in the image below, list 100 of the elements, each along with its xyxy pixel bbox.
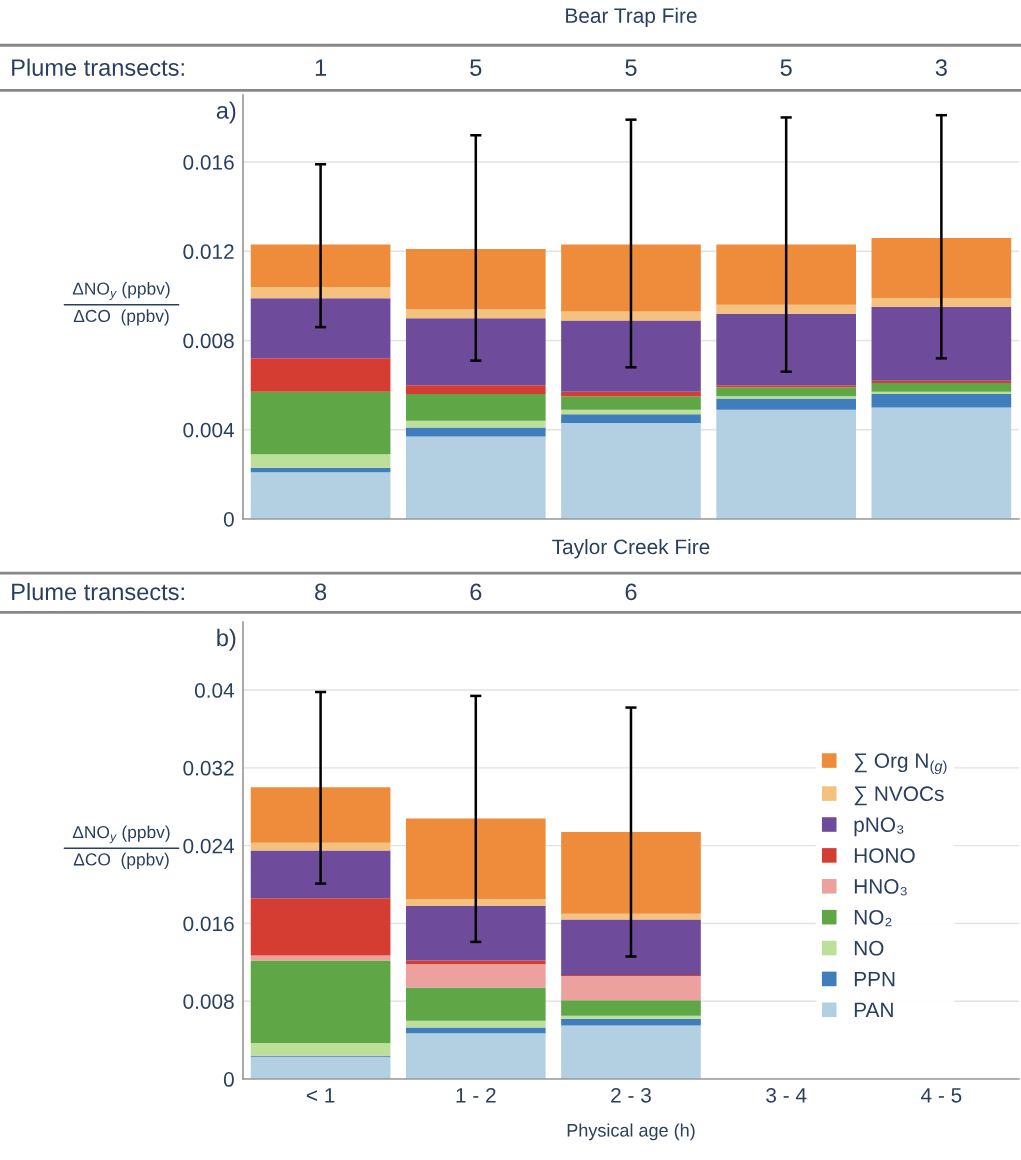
- bar: [561, 409, 701, 415]
- x-tick-label: 3 - 4: [766, 1087, 807, 1103]
- bar: [716, 398, 857, 410]
- bar: [250, 1056, 391, 1080]
- bar: [250, 391, 391, 455]
- text: Plume transects:: [12, 582, 184, 601]
- legend-label: ∑ NVOCs: [854, 786, 944, 806]
- x-tick-label: 2 - 3: [611, 1087, 651, 1103]
- bar: [405, 427, 546, 437]
- bar: [250, 850, 391, 899]
- bar: [871, 237, 1012, 299]
- y-tick-label: 0.024: [183, 838, 235, 854]
- legend-label: NO: [854, 940, 884, 956]
- y-tick-label: 0.016: [183, 916, 234, 932]
- bar: [250, 472, 391, 519]
- bar: [561, 320, 701, 392]
- text: 5: [470, 59, 482, 76]
- text: 6: [625, 583, 637, 601]
- y-tick-label: 0.032: [183, 760, 234, 776]
- x-tick-label: < 1: [306, 1088, 335, 1103]
- bar: [250, 1043, 391, 1056]
- bar: [871, 407, 1012, 519]
- bar: [561, 975, 701, 1001]
- bar: [405, 818, 546, 900]
- bar: [405, 964, 546, 988]
- bar: [561, 1025, 701, 1080]
- text: a): [216, 101, 236, 124]
- bar: [716, 396, 857, 399]
- bar: [561, 913, 701, 920]
- bar: [405, 309, 546, 319]
- legend-label: NO₂: [854, 909, 892, 927]
- bar: [716, 313, 857, 386]
- bar: [250, 298, 391, 359]
- legend-label: HONO: [854, 848, 915, 863]
- bar: [871, 394, 1012, 408]
- bar: [250, 787, 391, 843]
- text: Plume transects:: [12, 58, 184, 76]
- bar: [561, 832, 701, 914]
- bar: [561, 414, 701, 424]
- bar: [250, 286, 391, 299]
- bar: [405, 436, 546, 519]
- text: 3: [935, 59, 947, 76]
- bar: [405, 318, 546, 386]
- x-tick-label: 1 - 2: [456, 1087, 496, 1103]
- bar: [871, 382, 1012, 392]
- text: 8: [315, 583, 327, 601]
- bar: [561, 919, 701, 975]
- legend-label: pNO₃: [854, 817, 904, 837]
- bar: [716, 304, 857, 314]
- y-tick-label: 0.008: [183, 333, 234, 349]
- x-axis-title: Physical age (h): [567, 1123, 695, 1141]
- bar: [561, 244, 701, 312]
- y-tick-label: 0.016: [183, 155, 234, 170]
- bar: [561, 1000, 701, 1016]
- bar: [405, 249, 546, 310]
- bar: [871, 307, 1012, 381]
- chart-title: Bear Trap Fire: [566, 7, 697, 28]
- legend-label: PPN: [854, 971, 895, 987]
- y-tick-label: 0.012: [183, 244, 234, 260]
- x-tick-label: 4 - 5: [921, 1088, 962, 1103]
- y-tick-label: 0.004: [183, 422, 235, 438]
- text: 5: [780, 59, 792, 76]
- bar: [561, 396, 701, 410]
- bar: [405, 1027, 546, 1034]
- bar: [716, 387, 857, 397]
- y-tick-label: 0: [223, 511, 234, 527]
- bar: [561, 391, 701, 397]
- y-tick-label: 0.008: [183, 994, 234, 1009]
- text: 5: [625, 59, 637, 76]
- y-tick-label: 0.04: [194, 683, 235, 698]
- bar: [405, 987, 546, 1021]
- bar: [405, 899, 546, 906]
- y-axis-title: ΔNO$_{y}$ (ppbv) ΔCO (ppbv): [72, 825, 170, 870]
- legend-label: PAN: [854, 1002, 893, 1018]
- bar: [250, 454, 391, 468]
- bar: [716, 385, 857, 388]
- bar: [405, 385, 546, 395]
- text: b): [217, 628, 236, 651]
- bar: [250, 842, 391, 851]
- bar: [405, 905, 546, 961]
- bar: [405, 960, 546, 965]
- bar: [871, 298, 1012, 308]
- text: 6: [470, 583, 482, 601]
- y-tick-label: 0: [223, 1072, 234, 1087]
- text: 1: [315, 59, 327, 76]
- bar: [405, 420, 546, 428]
- bar: [250, 960, 391, 1044]
- legend-label: ∑ Org N$_{(g)}$: [854, 753, 947, 775]
- bar: [561, 423, 701, 519]
- chart-title: Taylor Creek Fire: [552, 538, 710, 559]
- bar: [716, 409, 857, 519]
- bar: [405, 394, 546, 421]
- bar: [405, 1033, 546, 1080]
- bar: [561, 1018, 701, 1026]
- bar: [561, 1015, 701, 1019]
- y-axis-title: ΔNO$_{y}$ (ppbv) ΔCO (ppbv): [72, 282, 170, 326]
- bar: [250, 244, 391, 287]
- legend-label: HNO₃: [854, 879, 907, 896]
- bar: [250, 898, 391, 956]
- bar: [716, 244, 857, 305]
